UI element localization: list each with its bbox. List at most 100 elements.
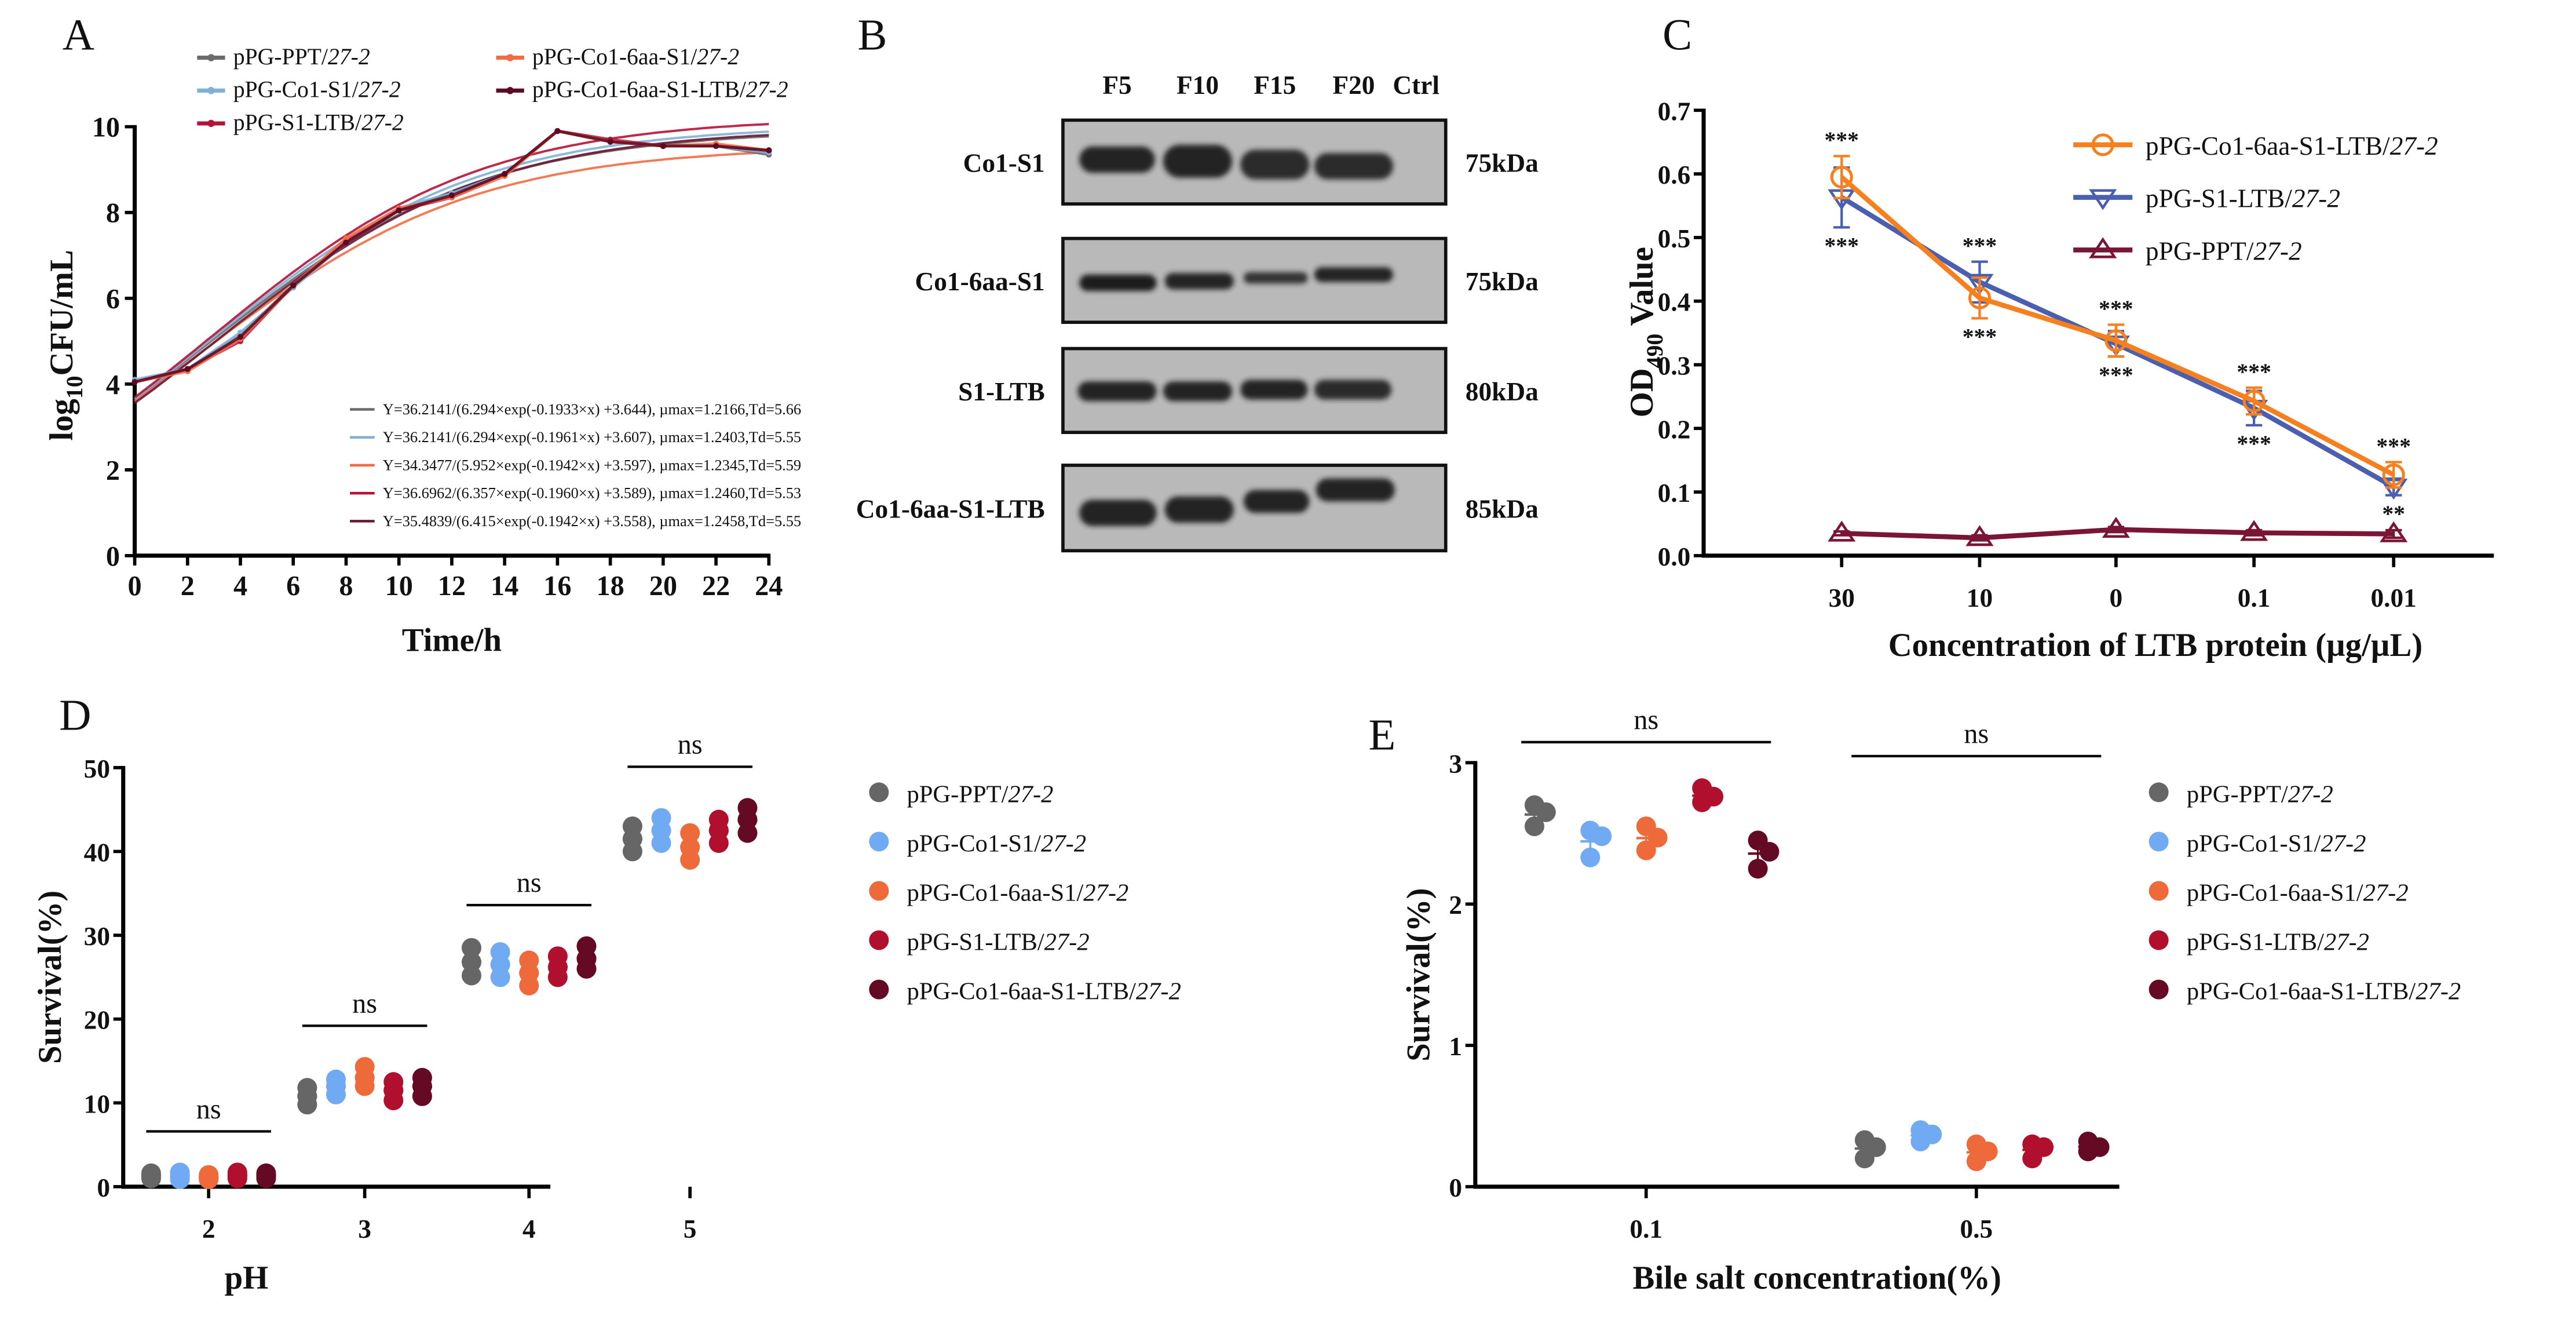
blot-band	[1163, 381, 1233, 402]
panel-a-data-point	[290, 282, 297, 289]
panel-c-legend-label: pPG-S1-LTB/27-2	[2146, 184, 2340, 213]
blot-membrane-2	[1061, 236, 1448, 324]
panel-a-data-point	[184, 366, 191, 373]
blot-band	[1164, 496, 1234, 523]
panel-a-legend-label: pPG-Co1-6aa-S1-LTB/27-2	[532, 77, 788, 103]
panel-e-legend-marker	[2149, 782, 2169, 803]
panel-c-y-tick-label: 0.0	[1658, 542, 1691, 571]
panel-c-significance-above: ***	[2237, 359, 2271, 385]
panel-a-x-tick-label: 22	[702, 571, 730, 601]
panel-c-legend-marker	[2091, 133, 2114, 156]
panel-c-y-tick-label: 0.4	[1658, 288, 1691, 317]
panel-a-x-tick-label: 0	[128, 571, 142, 601]
panel-a-legend-label: pPG-Co1-6aa-S1/27-2	[532, 44, 739, 70]
blot-row-label: S1-LTB	[958, 377, 1045, 406]
panel-c-y-tick-label: 0.2	[1658, 415, 1691, 444]
panel-c-x-tick-label: 0.1	[2238, 584, 2271, 612]
panel-a-x-tick-label: 2	[181, 571, 195, 601]
panel-label-c: C	[1662, 10, 1692, 59]
panel-c-significance-below: ***	[1824, 234, 1859, 259]
panel-c-data-marker	[1965, 525, 1994, 546]
blot-band	[1243, 490, 1310, 513]
panel-a-legend-label: pPG-Co1-S1/27-2	[233, 77, 401, 103]
blot-molecular-weight: 75kDa	[1466, 267, 1539, 296]
blot-band	[1314, 153, 1394, 180]
panel-a-data-point	[502, 171, 508, 177]
blot-band	[1314, 380, 1392, 400]
panel-c-legend-marker	[2089, 237, 2117, 258]
blot-band	[1240, 380, 1308, 400]
panel-a-data-point	[237, 334, 244, 340]
panel-c-significance-above: ***	[2376, 433, 2411, 459]
panel-c-significance-above: ***	[1824, 127, 1859, 153]
panel-d-legend-label: pPG-S1-LTB/27-2	[907, 929, 1090, 956]
panel-c-y-tick-label: 0.1	[1658, 479, 1691, 508]
panel-a-fit-equation: Y=36.2141/(6.294×exp(-0.1933×x) +3.644),…	[383, 401, 801, 418]
panel-a-fit-curve	[134, 135, 769, 400]
panel-e-y-tick-label: 0	[1449, 1173, 1462, 1202]
panel-c-data-marker	[2380, 521, 2408, 542]
panel-a-x-tick-label: 6	[286, 571, 300, 601]
blot-molecular-weight: 80kDa	[1466, 377, 1539, 406]
panel-e-x-tick-label: 0.1	[1629, 1215, 1662, 1244]
panel-a-data-point	[712, 143, 719, 149]
panel-e-legend-label: pPG-Co1-6aa-S1/27-2	[2187, 879, 2409, 906]
panel-d-legend-marker	[869, 782, 889, 803]
panel-a-x-tick-label: 18	[597, 571, 624, 601]
blot-band	[1077, 381, 1157, 402]
panel-c-y-tick-label: 0.3	[1658, 352, 1691, 381]
panel-a-data-point	[343, 239, 349, 246]
panel-c-data-marker	[2102, 516, 2130, 538]
panel-a-data-point	[396, 207, 402, 214]
panel-a-x-tick-label: 24	[755, 571, 783, 601]
panel-a-fit-curve	[134, 123, 769, 399]
panel-d-y-tick-label: 20	[84, 1006, 110, 1035]
blot-lane-label: F15	[1254, 71, 1296, 100]
panel-c-data-marker	[2104, 329, 2128, 352]
panel-a-x-tick-label: 4	[233, 571, 247, 601]
panel-a-legend-marker	[506, 54, 514, 61]
panel-d-legend-marker	[869, 979, 889, 1000]
panel-c-y-tick-label: 0.6	[1658, 161, 1691, 189]
panel-e-x-axis-title: Bile salt concentration(%)	[1633, 1260, 2001, 1296]
panel-a-y-tick-label: 2	[106, 455, 120, 486]
panel-d-y-tick-label: 0	[97, 1173, 110, 1202]
panel-c-legend-label: pPG-PPT/27-2	[2146, 236, 2302, 265]
panel-d-x-tick-label: 5	[684, 1215, 697, 1244]
blot-band	[1243, 272, 1308, 284]
blot-lane-label: F5	[1102, 71, 1131, 100]
blot-membrane-4	[1061, 464, 1448, 553]
panel-c-significance-below: ***	[2237, 431, 2271, 457]
blot-band	[1164, 273, 1234, 290]
panel-e-legend-label: pPG-S1-LTB/27-2	[2187, 929, 2369, 956]
panel-a-fit-curve	[134, 130, 769, 400]
panel-e-legend-label: pPG-Co1-S1/27-2	[2187, 830, 2366, 857]
panel-d-legend-label: pPG-PPT/27-2	[907, 781, 1054, 808]
panel-c-legend-marker	[2089, 189, 2117, 210]
panel-a-fit-curve	[134, 134, 769, 404]
panel-d-legend-marker	[869, 930, 889, 950]
panel-e-data-point	[1580, 847, 1601, 867]
panel-e-legend-label: pPG-Co1-6aa-S1-LTB/27-2	[2187, 978, 2461, 1005]
panel-c-significance-above: ***	[2099, 296, 2133, 322]
panel-d-legend-label: pPG-Co1-6aa-S1/27-2	[907, 879, 1129, 906]
panel-c-y-tick-label: 0.5	[1658, 224, 1691, 253]
panel-a-x-tick-label: 14	[491, 571, 518, 601]
panel-a-x-tick-label: 10	[385, 571, 413, 601]
panel-a-fit-equation: Y=36.2141/(6.294×exp(-0.1961×x) +3.607),…	[383, 429, 801, 446]
panel-c-x-tick-label: 0.01	[2370, 584, 2416, 612]
panel-d-legend-label: pPG-Co1-6aa-S1-LTB/27-2	[907, 978, 1181, 1005]
blot-lane-label: F20	[1332, 71, 1375, 100]
panel-c-y-axis-title: OD490 Value	[1624, 247, 1668, 417]
panel-a-x-tick-label: 8	[339, 571, 353, 601]
panel-d-x-tick-label: 4	[522, 1215, 536, 1244]
panel-c-x-tick-label: 10	[1967, 584, 1993, 612]
panel-d-significance-label: ns	[517, 867, 542, 898]
blot-lane-label: F10	[1176, 71, 1219, 100]
blot-band	[1314, 267, 1394, 282]
panel-a-data-point	[607, 138, 613, 145]
panel-d-legend-marker	[869, 881, 889, 901]
panel-a-fit-equation: Y=34.3477/(5.952×exp(-0.1942×x) +3.597),…	[383, 457, 801, 473]
panel-d-significance-label: ns	[352, 989, 377, 1019]
